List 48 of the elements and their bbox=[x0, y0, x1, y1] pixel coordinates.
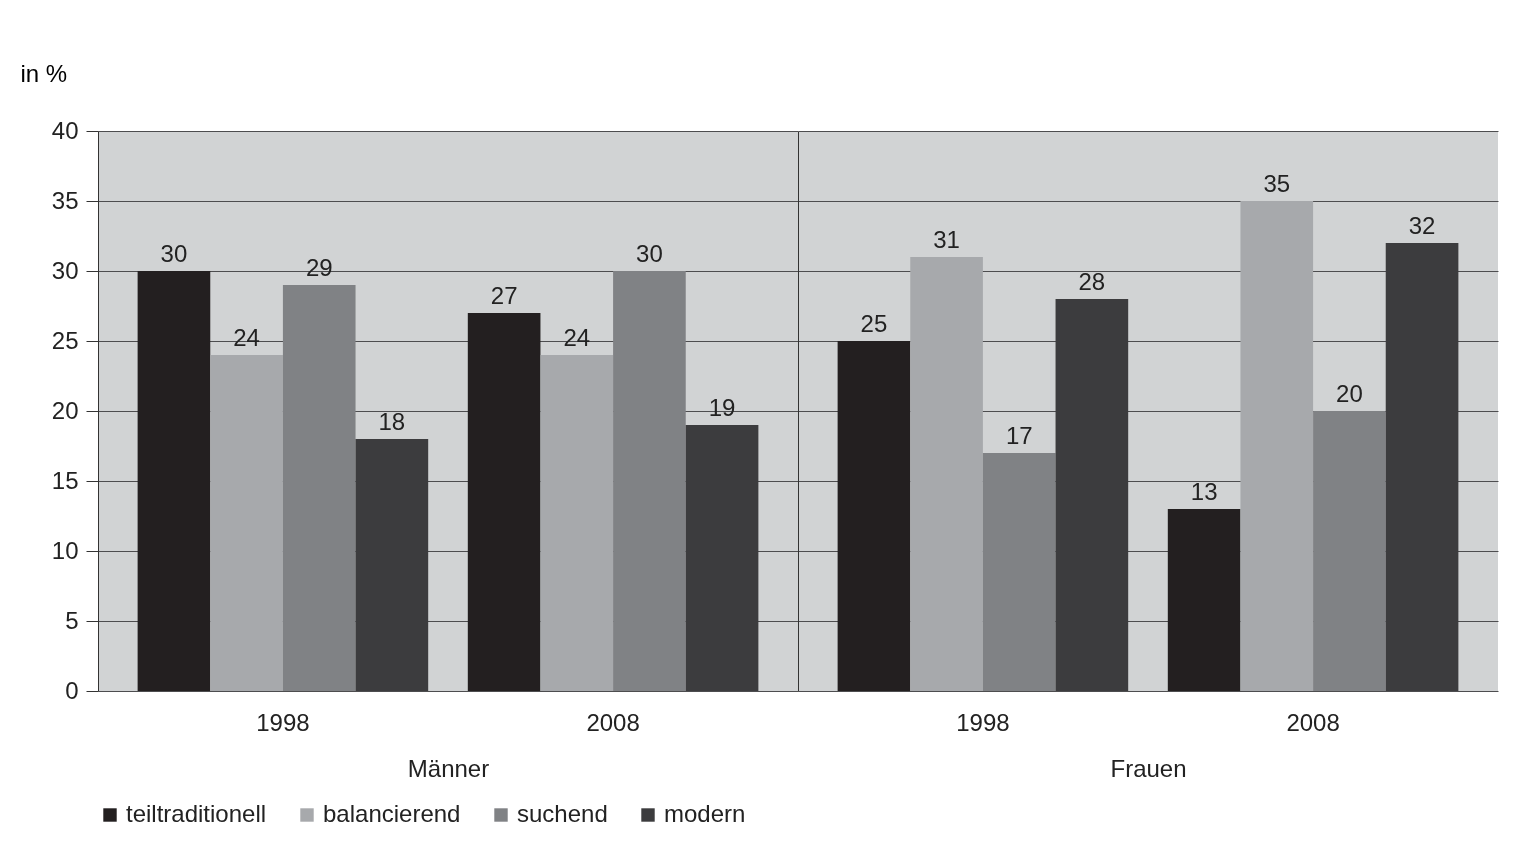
x-tick-label: 2008 bbox=[1286, 708, 1340, 736]
x-tick-label: 1998 bbox=[956, 708, 1010, 736]
data-label: 31 bbox=[933, 226, 960, 253]
bar bbox=[1385, 243, 1459, 691]
data-label: 17 bbox=[1005, 422, 1033, 449]
bar bbox=[1167, 509, 1241, 691]
bar bbox=[467, 313, 541, 691]
y-tick-label: 35 bbox=[51, 186, 79, 214]
data-label: 25 bbox=[860, 310, 888, 337]
y-tick-label: 40 bbox=[51, 116, 79, 144]
data-label: 30 bbox=[160, 240, 188, 267]
y-tick-label: 5 bbox=[65, 606, 79, 634]
y-tick-label: 0 bbox=[65, 676, 79, 704]
data-label: 27 bbox=[490, 282, 518, 309]
bar bbox=[982, 453, 1056, 691]
bar bbox=[355, 439, 429, 691]
bar bbox=[837, 341, 911, 691]
y-tick-label: 20 bbox=[51, 396, 79, 424]
legend-label: modern bbox=[664, 800, 746, 827]
y-tick-label: 10 bbox=[51, 536, 79, 564]
data-label: 13 bbox=[1190, 478, 1218, 505]
y-tick-label: 25 bbox=[51, 326, 79, 354]
bar bbox=[1240, 201, 1314, 691]
x-tick-label: 2008 bbox=[586, 708, 640, 736]
data-label: 20 bbox=[1336, 380, 1363, 407]
legend-label: suchend bbox=[517, 800, 608, 827]
bar bbox=[540, 355, 614, 691]
data-label: 18 bbox=[378, 408, 406, 435]
data-label: 30 bbox=[636, 240, 663, 267]
y-axis-title: in % bbox=[20, 59, 68, 87]
bar bbox=[137, 271, 211, 691]
legend-label: balancierend bbox=[323, 800, 461, 827]
bar bbox=[613, 271, 686, 691]
bar bbox=[210, 355, 283, 691]
bar bbox=[685, 425, 759, 691]
legend-label: teiltraditionell bbox=[126, 800, 267, 827]
data-label: 32 bbox=[1408, 212, 1436, 239]
y-tick-label: 30 bbox=[51, 256, 79, 284]
x-axis-title: Männer bbox=[407, 754, 490, 782]
bar bbox=[282, 285, 356, 691]
data-label: 35 bbox=[1263, 170, 1291, 197]
bar bbox=[1055, 299, 1129, 691]
data-label: 28 bbox=[1078, 268, 1106, 295]
x-axis-title: Frauen bbox=[1110, 754, 1187, 782]
bar bbox=[1313, 411, 1386, 691]
x-tick-label: 1998 bbox=[256, 708, 310, 736]
y-tick-label: 15 bbox=[51, 466, 79, 494]
bar bbox=[910, 257, 983, 691]
